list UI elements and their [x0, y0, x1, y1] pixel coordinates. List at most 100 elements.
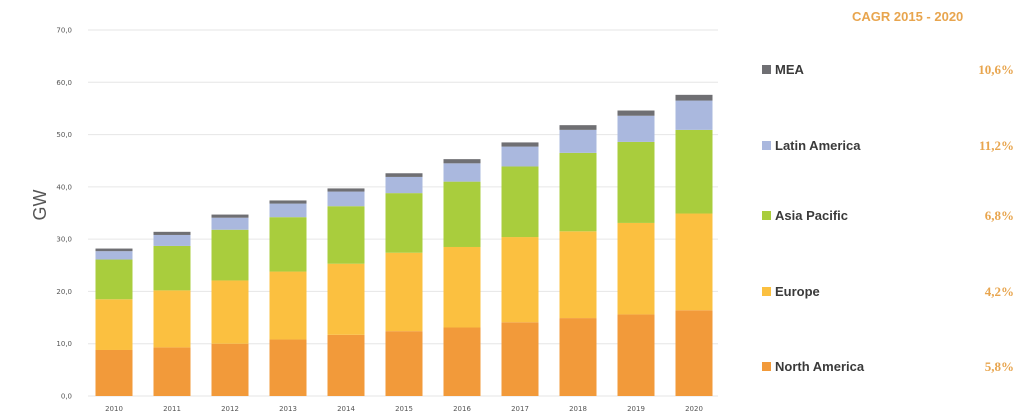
legend-item-mea: MEA 10,6%	[748, 60, 1026, 80]
bar-2014-latin-america	[327, 191, 365, 207]
legend-item-north-america: North America 5,8%	[748, 357, 1026, 377]
bars	[95, 94, 713, 396]
y-tick-label: 50,0	[56, 131, 72, 139]
legend-item-europe: Europe 4,2%	[748, 282, 1026, 302]
bar-2019-north-america	[617, 314, 655, 396]
bar-2014-mea	[327, 188, 365, 192]
bar-2012-latin-america	[211, 217, 249, 230]
legend-swatch-mea	[762, 65, 771, 74]
bar-2012-europe	[211, 280, 249, 344]
bar-2015-asia-pacific	[385, 193, 423, 253]
bar-2013-asia-pacific	[269, 217, 307, 272]
bar-2016-north-america	[443, 327, 481, 396]
legend-item-asia-pacific: Asia Pacific 6,8%	[748, 206, 1026, 226]
bar-2020-asia-pacific	[675, 129, 713, 214]
legend-name-asia-pacific: Asia Pacific	[775, 208, 848, 223]
bar-2015-latin-america	[385, 176, 423, 194]
bar-2010-latin-america	[95, 251, 133, 260]
bar-2010-mea	[95, 248, 133, 252]
legend-cagr-north-america: 5,8%	[984, 359, 1014, 374]
bar-2018-europe	[559, 231, 597, 319]
legend-name-mea: MEA	[775, 62, 804, 77]
bar-2013-north-america	[269, 339, 307, 396]
legend-cagr-latin-america: 11,2%	[978, 138, 1014, 153]
bar-2019-latin-america	[617, 115, 655, 142]
x-tick-label-2013: 2013	[279, 405, 297, 413]
legend-swatch-north-america	[762, 362, 771, 371]
x-tick-label-2019: 2019	[627, 405, 645, 413]
stacked-bar-chart: 0,0 10,0 20,0 30,0 40,0 50,0 60,0 70,0 2010 2011…	[30, 27, 718, 413]
cagr-title: CAGR 2015 - 2020	[852, 9, 964, 24]
x-tick-label-2015: 2015	[395, 405, 413, 413]
bar-2015-mea	[385, 173, 423, 177]
bar-2010-europe	[95, 299, 133, 350]
y-tick-label: 30,0	[56, 236, 72, 244]
bar-2019-mea	[617, 110, 655, 116]
legend-name-europe: Europe	[775, 284, 820, 299]
legend-name-latin-america: Latin America	[775, 138, 861, 153]
bar-2013-latin-america	[269, 203, 307, 218]
bar-2012-north-america	[211, 343, 249, 396]
bar-2020-europe	[675, 213, 713, 311]
legend-cagr-asia-pacific: 6,8%	[984, 208, 1014, 223]
bar-2010-north-america	[95, 349, 133, 396]
bar-2019-europe	[617, 222, 655, 315]
bar-2016-asia-pacific	[443, 181, 481, 247]
bar-2017-north-america	[501, 322, 539, 396]
bar-2012-mea	[211, 214, 249, 218]
bar-2014-north-america	[327, 334, 365, 396]
legend-swatch-asia-pacific	[762, 211, 771, 220]
bar-2012-asia-pacific	[211, 229, 249, 281]
x-tick-label-2010: 2010	[105, 405, 123, 413]
bar-2011-mea	[153, 231, 191, 235]
y-tick-label: 0,0	[61, 393, 72, 401]
bar-2014-asia-pacific	[327, 206, 365, 264]
x-tick-labels: 2010 2011 2012 2013 2014 2015 2016 2017 2018 2019…	[105, 405, 703, 413]
legend-name-north-america: North America	[775, 359, 865, 374]
bar-2011-asia-pacific	[153, 245, 191, 291]
bar-2018-north-america	[559, 318, 597, 396]
legend: CAGR 2015 - 2020 MEA 10,6% Latin America…	[748, 0, 1026, 419]
x-tick-label-2017: 2017	[511, 405, 529, 413]
bar-2013-mea	[269, 200, 307, 204]
legend-cagr-mea: 10,6%	[978, 62, 1014, 77]
x-tick-label-2012: 2012	[221, 405, 239, 413]
legend-item-latin-america: Latin America 11,2%	[748, 136, 1026, 156]
bar-2017-europe	[501, 237, 539, 323]
bar-2020-latin-america	[675, 100, 713, 130]
bar-2019-asia-pacific	[617, 141, 655, 223]
bar-2017-asia-pacific	[501, 166, 539, 238]
legend-swatch-europe	[762, 287, 771, 296]
bar-2020-north-america	[675, 310, 713, 396]
bar-2015-north-america	[385, 331, 423, 396]
bar-2014-europe	[327, 263, 365, 335]
y-tick-label: 40,0	[56, 183, 72, 191]
bar-2011-latin-america	[153, 234, 191, 246]
x-tick-label-2016: 2016	[453, 405, 471, 413]
bar-2011-europe	[153, 290, 191, 348]
x-tick-label-2020: 2020	[685, 405, 703, 413]
x-tick-label-2011: 2011	[163, 405, 181, 413]
bar-2017-latin-america	[501, 146, 539, 167]
bar-2011-north-america	[153, 347, 191, 396]
y-tick-label: 20,0	[56, 288, 72, 296]
y-tick-labels: 0,0 10,0 20,0 30,0 40,0 50,0 60,0 70,0	[56, 27, 72, 401]
y-tick-label: 10,0	[56, 340, 72, 348]
legend-cagr-europe: 4,2%	[984, 284, 1014, 299]
y-tick-label: 60,0	[56, 79, 72, 87]
y-tick-label: 70,0	[56, 27, 72, 35]
x-tick-label-2014: 2014	[337, 405, 355, 413]
bar-2020-mea	[675, 94, 713, 101]
bar-2010-asia-pacific	[95, 259, 133, 300]
bar-2015-europe	[385, 252, 423, 332]
bar-2013-europe	[269, 271, 307, 340]
bar-2018-latin-america	[559, 129, 597, 153]
bar-2018-asia-pacific	[559, 152, 597, 232]
bar-2016-europe	[443, 246, 481, 328]
bar-2016-mea	[443, 159, 481, 164]
bar-2017-mea	[501, 142, 539, 147]
bar-2016-latin-america	[443, 163, 481, 182]
x-tick-label-2018: 2018	[569, 405, 587, 413]
y-axis-label: GW	[30, 189, 50, 220]
legend-swatch-latin-america	[762, 141, 771, 150]
